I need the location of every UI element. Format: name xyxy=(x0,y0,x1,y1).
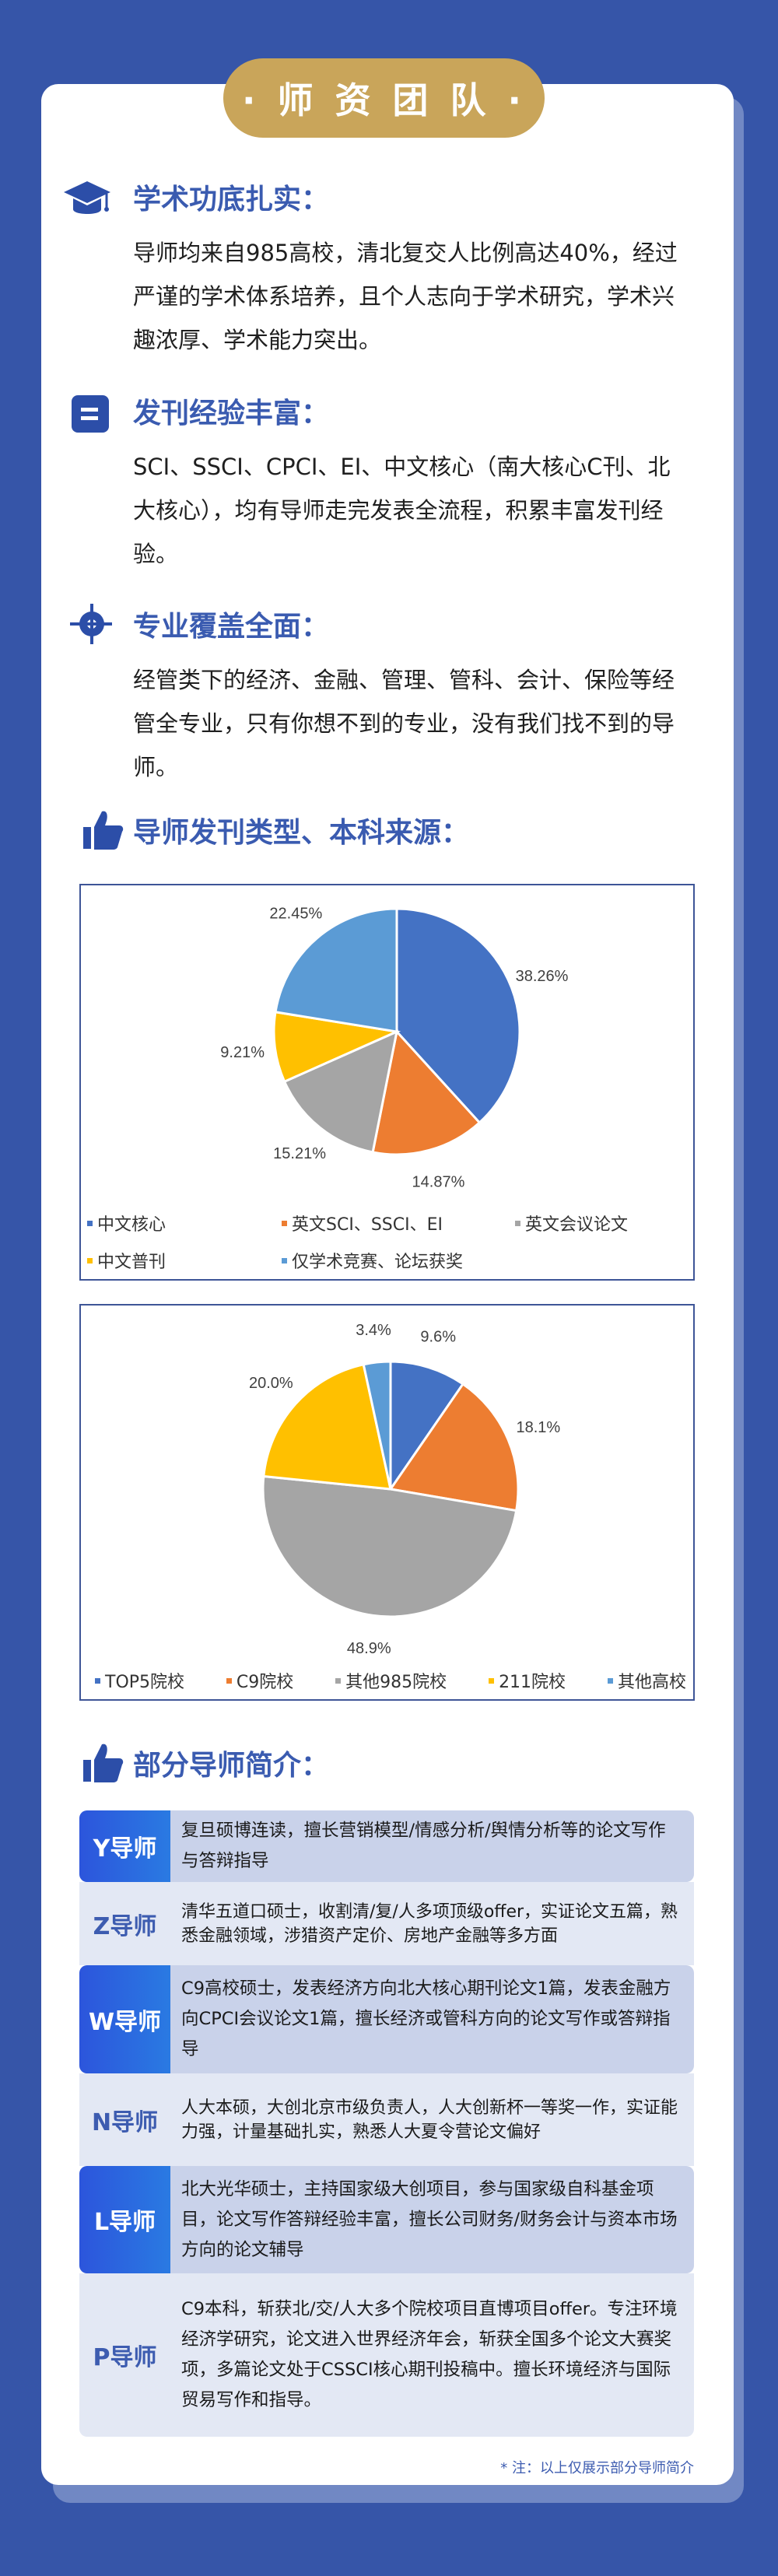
undergrad-source-chart: 9.6% 18.1% 48.9% 20.0% 3.4% TOP5院校 C9院校 其他98… xyxy=(79,1304,695,1701)
pie-slice xyxy=(262,1362,392,1491)
pie-slice xyxy=(274,907,398,1033)
tutors-heading: 部分导师简介： xyxy=(133,1750,330,1782)
data-label: 18.1% xyxy=(516,1419,560,1436)
data-label: 48.9% xyxy=(347,1640,391,1657)
tutor-name: L导师 xyxy=(79,2166,170,2273)
tutor-name: Z导师 xyxy=(93,1912,157,1940)
pie-slice xyxy=(371,1029,482,1156)
tutor-row-z: Z导师 清华五道口硕士，收割清/复/人多项顶级offer，实证论文五篇，熟悉金融领… xyxy=(79,1882,694,1965)
tutor-desc: 复旦硕博连读，擅长营销模型/情感分析/舆情分析等的论文写作与答辩指导 xyxy=(181,1821,666,1871)
chart-legend: TOP5院校 C9院校 其他985院校 211院校 其他高校 xyxy=(95,1668,686,1693)
tutor-row-l: L导师 北大光华硕士，主持国家级大创项目，参与国家级自科基金项目，论文写作答辩经验… xyxy=(79,2166,694,2273)
section-body: SCI、SSCI、CPCI、EI、中文核心（南大核心C刊、北大核心），均有导师走… xyxy=(133,454,671,567)
data-label: 14.87% xyxy=(412,1174,465,1191)
pie-slice xyxy=(362,1360,392,1490)
data-label: 3.4% xyxy=(356,1322,391,1339)
tutor-name: N导师 xyxy=(91,2108,159,2136)
data-label: 9.21% xyxy=(220,1044,265,1061)
thumbs-up-icon xyxy=(83,1744,124,1782)
legend-item: 其他高校 xyxy=(607,1668,686,1693)
tutor-desc: 人大本硕，大创北京市级负责人，人大创新杯一等奖一作，实证能力强，计量基础扎实，熟… xyxy=(181,2098,678,2142)
data-label: 38.26% xyxy=(516,968,569,985)
tutor-name: Y导师 xyxy=(79,1810,170,1882)
data-label: 22.45% xyxy=(269,906,322,923)
pie-chart-publication: 38.26% 14.87% 15.21% 9.21% 22.45% xyxy=(220,906,569,1191)
legend-item: 仅学术竞赛、论坛获奖 xyxy=(282,1248,515,1273)
pie-slice xyxy=(388,1382,520,1512)
tutor-desc: C9高校硕士，发表经济方向北大核心期刊论文1篇，发表金融方向CPCI会议论文1篇… xyxy=(181,1978,671,2059)
section-badge: · 师 资 团 队 · xyxy=(223,58,545,138)
legend-item: 211院校 xyxy=(489,1668,566,1693)
tutor-name: W导师 xyxy=(79,1965,170,2073)
section-body: 导师均来自985高校，清北复交人比例高达40%，经过严谨的学术体系培养，且个人志… xyxy=(133,240,678,353)
publication-type-chart: 38.26% 14.87% 15.21% 9.21% 22.45% 中文核心 英文SCI… xyxy=(79,884,695,1281)
section-title: 发刊经验丰富： xyxy=(133,398,330,429)
data-label: 15.21% xyxy=(273,1145,326,1162)
data-label: 20.0% xyxy=(249,1375,293,1392)
tutor-desc: 清华五道口硕士，收割清/复/人多项顶级offer，实证论文五篇，熟悉金融领域，涉… xyxy=(181,1901,678,1946)
pie-chart-undergrad: 9.6% 18.1% 48.9% 20.0% 3.4% xyxy=(249,1322,560,1657)
section-title: 专业覆盖全面： xyxy=(133,611,330,643)
legend-item: 中文核心 xyxy=(87,1211,282,1235)
chart-legend: 中文核心 英文SCI、SSCI、EI 英文会议论文 中文普刊 仅学术竞赛、论坛获… xyxy=(87,1211,686,1273)
legend-item: C9院校 xyxy=(226,1668,293,1693)
graduation-cap-icon xyxy=(64,181,110,214)
tutor-row-n: N导师 人大本硕，大创北京市级负责人，人大创新杯一等奖一作，实证能力强，计量基础扎… xyxy=(79,2073,694,2166)
document-icon xyxy=(72,395,109,433)
legend-item: 其他985院校 xyxy=(335,1668,447,1693)
target-icon xyxy=(70,604,112,644)
legend-item: 英文会议论文 xyxy=(515,1211,686,1235)
pie-slice xyxy=(395,907,521,1125)
data-label: 9.6% xyxy=(420,1328,456,1345)
legend-item: 英文SCI、SSCI、EI xyxy=(282,1211,515,1235)
charts-heading: 导师发刊类型、本科来源： xyxy=(133,817,470,849)
faculty-card: 学术功底扎实： 导师均来自985高校，清北复交人比例高达40%，经过严谨的学术体… xyxy=(41,84,734,2485)
tutor-desc: C9本科，斩获北/交/人大多个院校项目直博项目offer。专注环境经济学研究，论… xyxy=(181,2299,678,2410)
tutor-desc: 北大光华硕士，主持国家级大创项目，参与国家级自科基金项目，论文写作答辩经验丰富，… xyxy=(181,2178,678,2260)
section-title: 学术功底扎实： xyxy=(133,184,330,216)
tutor-row-w: W导师 C9高校硕士，发表经济方向北大核心期刊论文1篇，发表金融方向CPCI会议论… xyxy=(79,1965,694,2073)
legend-item: 中文普刊 xyxy=(87,1248,282,1273)
footnote: * 注：以上仅展示部分导师简介 xyxy=(500,2460,694,2476)
pie-slice xyxy=(389,1360,465,1493)
pie-slice xyxy=(261,1474,518,1618)
pie-slice xyxy=(282,1029,399,1154)
pie-slice xyxy=(272,1011,401,1084)
section-body: 经管类下的经济、金融、管理、管科、会计、保险等经管全专业，只有你想不到的专业，没… xyxy=(133,667,675,780)
tutor-row-p: P导师 C9本科，斩获北/交/人大多个院校项目直博项目offer。专注环境经济学研… xyxy=(79,2273,694,2437)
legend-item: TOP5院校 xyxy=(95,1668,184,1693)
thumbs-up-icon xyxy=(83,811,124,850)
tutor-name: P导师 xyxy=(93,2344,157,2371)
tutor-row-y: Y导师 复旦硕博连读，擅长营销模型/情感分析/舆情分析等的论文写作与答辩指导 xyxy=(79,1810,694,1882)
